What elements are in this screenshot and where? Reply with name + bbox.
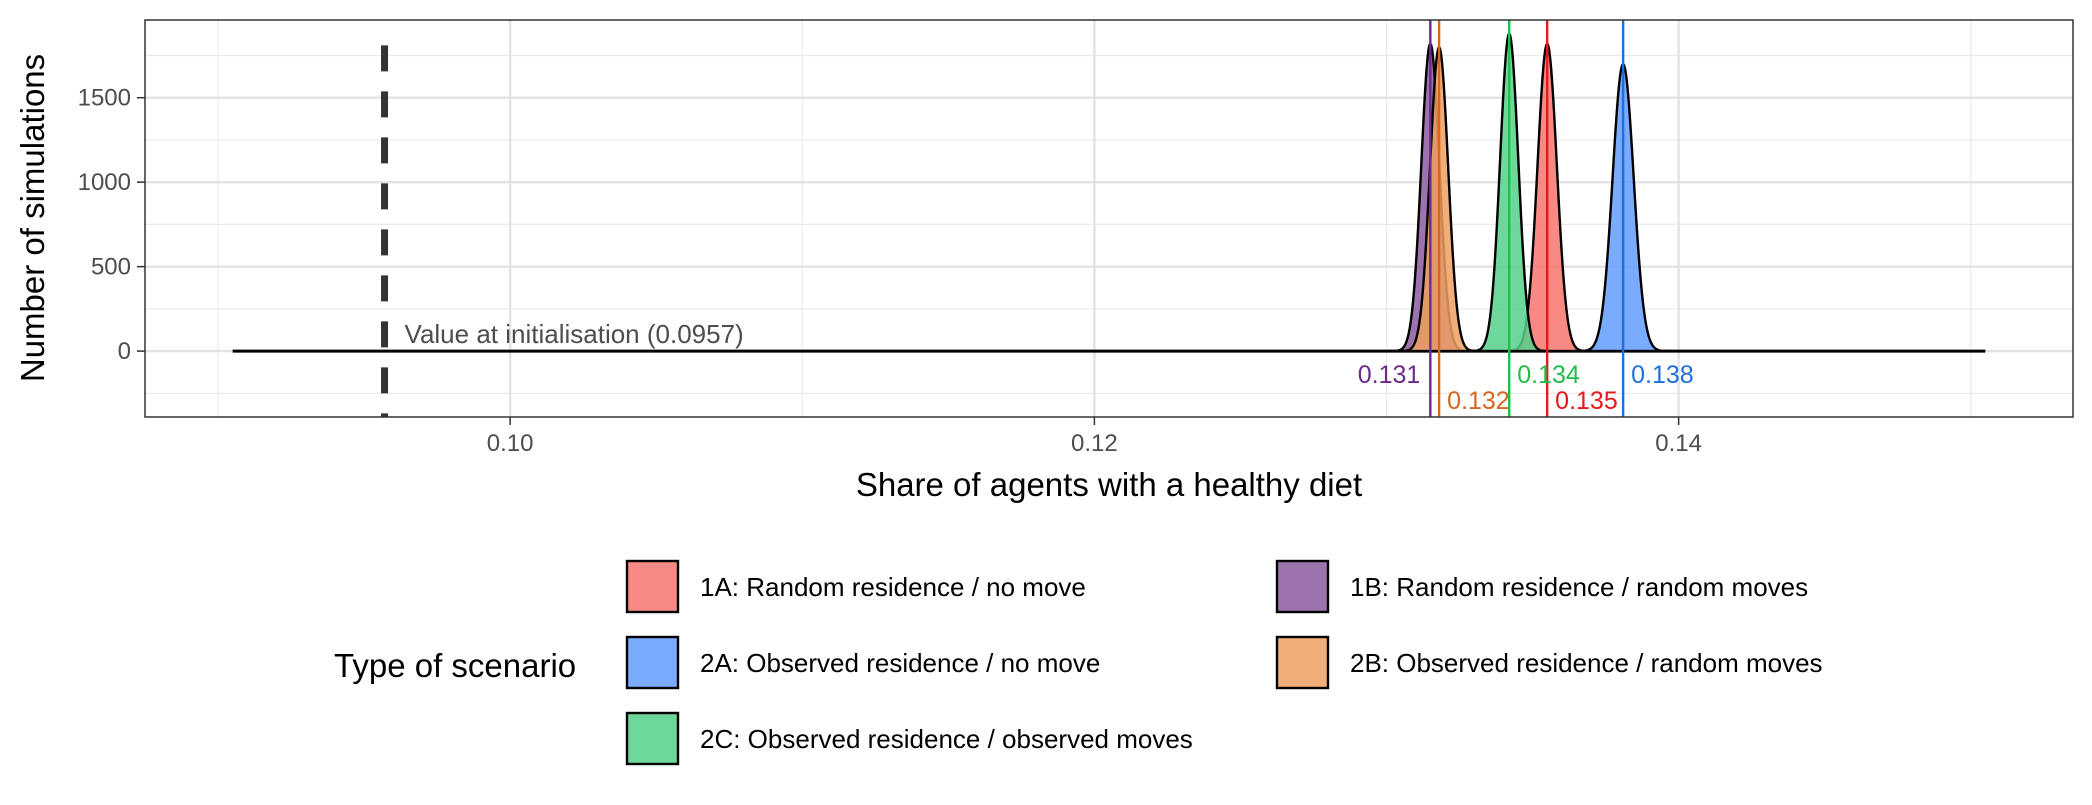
legend-swatch <box>625 635 680 690</box>
mean-value-label: 0.134 <box>1517 361 1580 389</box>
y-tick-label: 1000 <box>78 169 131 196</box>
legend-title: Type of scenario <box>334 647 576 684</box>
mean-value-label: 0.131 <box>1358 361 1421 389</box>
legend-label: 1B: Random residence / random moves <box>1350 572 1808 602</box>
mean-value-label: 0.132 <box>1447 387 1510 415</box>
legend-swatch <box>625 711 680 766</box>
legend-label: 2C: Observed residence / observed moves <box>700 724 1193 754</box>
legend: Type of scenario 1A: Random residence / … <box>334 559 1823 766</box>
mean-lines: 0.135 0.138 0.134 0.131 0.132 <box>1358 20 1694 417</box>
legend-swatch <box>625 559 680 614</box>
legend-swatch <box>1275 559 1330 614</box>
x-axis-title: Share of agents with a healthy diet <box>856 466 1362 503</box>
x-tick-label: 0.10 <box>487 430 534 457</box>
y-axis: 0 500 1000 1500 <box>78 85 145 365</box>
y-tick-label: 1500 <box>78 85 131 112</box>
panel-background <box>145 20 2073 417</box>
panel-border <box>144 19 2074 418</box>
mean-value-label: 0.135 <box>1555 387 1618 415</box>
legend-label: 2A: Observed residence / no move <box>700 648 1100 678</box>
legend-label: 1A: Random residence / no move <box>700 572 1086 602</box>
y-tick-label: 500 <box>91 254 131 281</box>
baseline: Value at initialisation (0.0957) <box>232 45 1986 417</box>
x-tick-label: 0.14 <box>1655 430 1702 457</box>
plot-panel: Value at initialisation (0.0957) 0.1350.… <box>144 19 2074 418</box>
x-axis: 0.10 0.12 0.14 <box>487 417 1702 457</box>
mean-value-label: 0.138 <box>1631 361 1694 389</box>
legend-swatch <box>1275 635 1330 690</box>
x-tick-label: 0.12 <box>1071 430 1118 457</box>
y-axis-title: Number of simulations <box>14 54 51 382</box>
legend-label: 2B: Observed residence / random moves <box>1350 648 1823 678</box>
y-tick-label: 0 <box>118 338 131 365</box>
initial-value-label: Value at initialisation (0.0957) <box>405 319 744 349</box>
